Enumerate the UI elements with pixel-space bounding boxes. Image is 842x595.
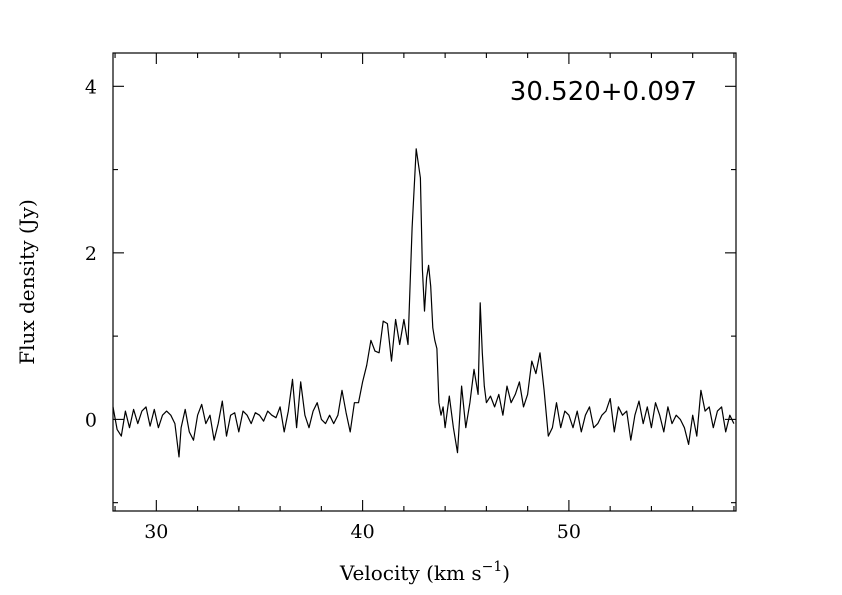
x-axis-title: Velocity (km s−1): [339, 559, 510, 585]
x-axis-title-superscript: −1: [482, 559, 503, 575]
y-tick-label: 0: [85, 409, 97, 431]
plot-frame: [112, 52, 737, 512]
y-axis-title: Flux density (Jy): [15, 199, 39, 365]
x-tick-label: 30: [144, 521, 168, 543]
x-tick-label: 50: [557, 521, 581, 543]
x-axis-title-close: ): [502, 561, 510, 585]
tick-labels: 30 40 50 0 2 4: [85, 76, 581, 543]
axis-ticks: [113, 53, 736, 511]
spectrum-series-line: [112, 148, 735, 458]
source-name-annotation: 30.520+0.097: [510, 77, 697, 107]
x-tick-label: 40: [351, 521, 375, 543]
x-axis-title-main: Velocity (km s: [339, 561, 482, 585]
y-tick-label: 2: [85, 243, 97, 265]
series-group: [112, 148, 735, 458]
y-tick-label: 4: [85, 76, 97, 98]
